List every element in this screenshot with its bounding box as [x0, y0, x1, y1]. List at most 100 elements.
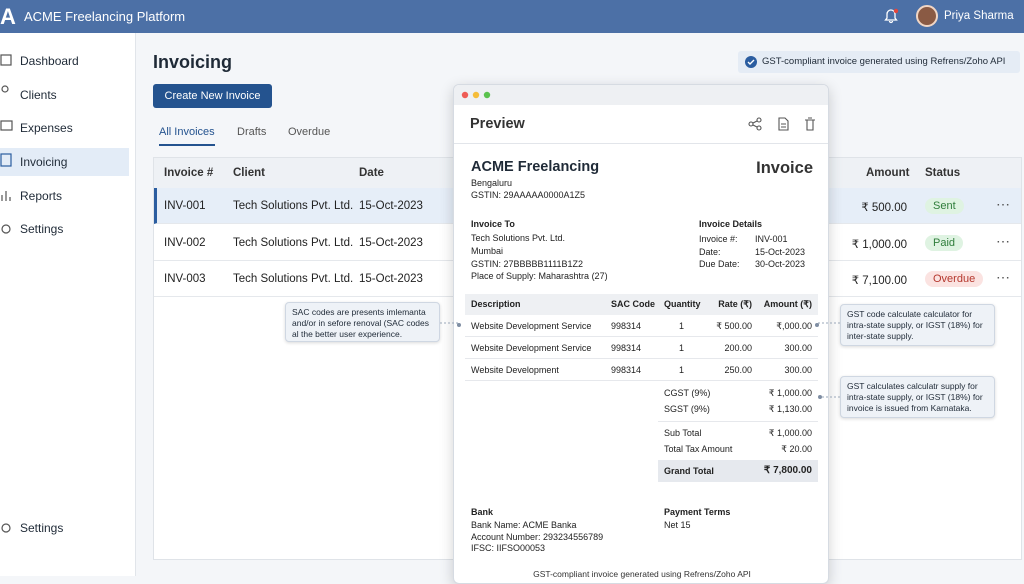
company-city: Bengaluru — [471, 178, 513, 188]
item-cell: 250.00 — [724, 365, 752, 375]
bill-to-line: Place of Supply: Maharashtra (27) — [471, 271, 608, 282]
item-column: Rate (₹) — [718, 299, 752, 309]
tab[interactable]: Overdue — [288, 126, 331, 138]
tooltip: GST code calculate calculator for intra-… — [840, 304, 995, 346]
item-cell: 300.00 — [784, 343, 812, 353]
detail-label: Due Date: — [699, 259, 740, 270]
items-header — [465, 294, 818, 315]
bill-to-line: Mumbai — [471, 245, 504, 256]
create-button[interactable]: Create New Invoice — [153, 84, 272, 108]
tax-label: CGST (9%) — [664, 388, 711, 398]
item-cell: Website Development Service — [471, 321, 592, 331]
row-menu[interactable]: ⋯ — [996, 232, 1011, 249]
nav-item[interactable]: Expenses — [20, 121, 73, 135]
company-gstin: GSTIN: 29AAAAA0000A1Z5 — [471, 190, 586, 200]
tab[interactable]: Drafts — [237, 126, 267, 138]
item-cell: Website Development Service — [471, 343, 592, 353]
tab[interactable]: All Invoices — [159, 126, 215, 146]
nav-item[interactable]: Clients — [20, 88, 57, 102]
cell: 15-Oct-2023 — [359, 200, 423, 212]
preview-window: Preview ACME Freelancing Invoice Bengaluru… — [453, 84, 829, 584]
nav-item[interactable]: Reports — [20, 189, 63, 203]
tax-value: ₹ 1,130.00 — [768, 404, 812, 414]
divider — [454, 143, 828, 144]
section-heading: Payment Terms — [664, 507, 731, 517]
cell: Tech Solutions Pvt. Ltd. — [233, 200, 354, 212]
item-cell: 998314 — [611, 321, 642, 331]
cell: Tech Solutions Pvt. Ltd. — [233, 236, 354, 249]
row-menu[interactable]: ⋯ — [996, 196, 1011, 212]
total-value: ₹ 1,000.00 — [768, 428, 812, 438]
avatar[interactable] — [916, 5, 938, 27]
tooltip: GST calculates calculatr supply for intr… — [840, 376, 995, 418]
item-cell: ₹,000.00 — [776, 321, 812, 331]
preview-title: Preview — [470, 116, 525, 132]
section-heading: Bank — [471, 507, 494, 517]
badge-text: GST-compliant invoice generated using Re… — [762, 56, 1006, 67]
tax-label: SGST (9%) — [664, 404, 710, 414]
item-cell: 998314 — [611, 365, 642, 375]
grand-total-value: ₹ 7,800.00 — [763, 465, 812, 476]
detail-value: 30-Oct-2023 — [755, 259, 806, 270]
cell: ₹ 500.00 — [861, 202, 907, 214]
invoice-footer: GST-compliant invoice generated using Re… — [533, 569, 751, 579]
grand-total-label: Grand Total — [664, 466, 714, 476]
column-header: Status — [925, 167, 961, 179]
invoice-document: ACME Freelancing Invoice Bengaluru GSTIN: 2… — [454, 85, 828, 583]
user-name[interactable]: Priya Sharma — [944, 10, 1014, 22]
total-label: Sub Total — [664, 428, 702, 438]
grand-total-bar — [658, 460, 818, 482]
detail-label: Invoice #: — [699, 234, 738, 244]
tax-value: ₹ 1,000.00 — [768, 388, 812, 398]
page-title: Invoicing — [153, 52, 233, 72]
row-divider — [465, 336, 818, 337]
item-column: SAC Code — [611, 299, 656, 309]
column-header: Date — [359, 167, 384, 179]
item-cell: 1 — [679, 343, 685, 353]
detail-label: Date: — [699, 246, 721, 257]
nav-item[interactable]: Settings — [20, 222, 64, 236]
row-divider — [465, 358, 818, 359]
item-cell: ₹ 500.00 — [716, 321, 752, 331]
doc-type: Invoice — [756, 159, 813, 177]
logo[interactable]: A — [0, 4, 16, 29]
cell: INV-002 — [164, 236, 206, 249]
status-pill: Sent — [925, 198, 964, 214]
item-cell: 200.00 — [724, 343, 752, 353]
status-pill: Paid — [925, 234, 964, 251]
nav-item[interactable]: Invoicing — [0, 148, 129, 176]
item-column: Amount (₹) — [763, 299, 812, 309]
top-bar: A ACME Freelancing Platform Priya Sharma — [0, 0, 1024, 33]
preview-actions[interactable] — [748, 117, 818, 131]
item-cell: 1 — [679, 365, 685, 375]
status-pill: Overdue — [925, 271, 984, 287]
cell: 15-Oct-2023 — [359, 236, 423, 249]
section-heading: Invoice To — [471, 219, 515, 229]
bell-icon[interactable] — [883, 8, 899, 24]
window-dots — [461, 91, 491, 99]
badge: GST-compliant invoice generated using Re… — [738, 51, 1020, 73]
row-menu[interactable]: ⋯ — [996, 269, 1011, 285]
tooltip: SAC codes are presents imlemanta and/or … — [285, 302, 440, 342]
cell: Tech Solutions Pvt. Ltd. — [233, 273, 354, 285]
item-cell: 1 — [679, 321, 685, 331]
sidebar: Dashboard Clients Expenses Invoicing Rep… — [0, 33, 136, 576]
bill-to-line: Tech Solutions Pvt. Ltd. — [471, 233, 566, 243]
cell: INV-003 — [164, 273, 206, 285]
nav-icons — [0, 54, 13, 533]
bill-to-line: GSTIN: 27BBBBB1111B1Z2 — [471, 258, 584, 269]
app-name: ACME Freelancing Platform — [24, 9, 186, 24]
item-cell: Website Development — [471, 365, 559, 375]
column-header: Amount — [866, 167, 910, 179]
payment-line: Net 15 — [664, 520, 691, 530]
row-divider — [465, 380, 818, 381]
column-header: Invoice # — [164, 167, 214, 179]
nav-item[interactable]: Settings — [20, 521, 64, 535]
cell: ₹ 1,000.00 — [851, 238, 907, 251]
bank-line: IFSC: IIFSO00053 — [471, 543, 546, 553]
section-heading: Invoice Details — [699, 219, 763, 229]
total-value: ₹ 20.00 — [781, 444, 812, 454]
nav-item[interactable]: Dashboard — [20, 54, 79, 68]
item-column: Description — [471, 299, 521, 309]
